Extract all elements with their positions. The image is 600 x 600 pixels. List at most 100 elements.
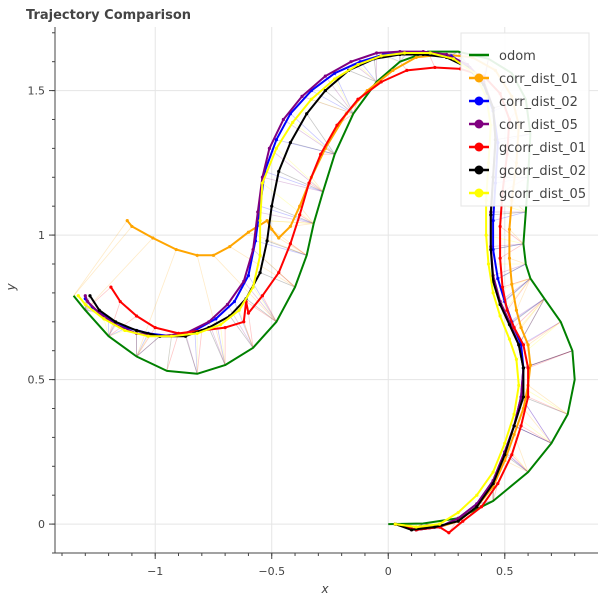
data-point [195, 331, 199, 335]
correspondence-line [311, 177, 324, 192]
correspondence-line [245, 298, 277, 323]
data-point [118, 299, 122, 304]
correspondence-line [136, 335, 161, 357]
correspondence-line [357, 64, 377, 83]
correspondence-line [220, 324, 226, 366]
data-point [491, 482, 495, 486]
data-point [521, 343, 526, 347]
correspondence-line [523, 396, 568, 415]
correspondence-line [518, 298, 545, 346]
data-point [451, 57, 456, 61]
data-point [218, 323, 223, 327]
data-point [475, 505, 479, 509]
data-point [456, 519, 460, 523]
data-point [456, 516, 460, 520]
data-point [514, 308, 519, 312]
correspondence-line [208, 327, 226, 366]
data-point [237, 308, 241, 312]
correspondence-line [499, 278, 531, 317]
correspondence-line [108, 330, 126, 337]
data-point [288, 224, 292, 229]
data-point [76, 294, 80, 298]
correspondence-line [511, 298, 545, 323]
correspondence-line [269, 148, 324, 193]
data-point [461, 519, 465, 523]
data-point [223, 325, 227, 330]
data-point [507, 256, 512, 260]
data-point [510, 282, 514, 286]
correspondence-line [136, 336, 149, 357]
data-point [260, 294, 265, 298]
correspondence-line [259, 272, 296, 288]
data-point [256, 210, 260, 214]
data-point [512, 325, 516, 330]
data-point [496, 276, 500, 281]
legend: odom corr_dist_01 corr_dist_02 corr_dist_05… [460, 32, 590, 207]
correspondence-line [504, 278, 531, 302]
data-point [300, 94, 304, 98]
correspondence-line [108, 301, 121, 337]
data-point [83, 294, 87, 298]
correspondence-line [509, 257, 526, 265]
data-point [503, 458, 507, 463]
data-point [409, 528, 414, 532]
correspondence-line [520, 425, 552, 444]
x-tick-label: −1 [147, 565, 163, 578]
correspondence-line [527, 350, 573, 369]
correspondence-line [499, 243, 524, 259]
data-point [519, 395, 523, 399]
data-point [512, 412, 516, 416]
correspondence-line [227, 304, 254, 349]
correspondence-line [271, 205, 314, 224]
data-point [281, 117, 285, 122]
data-point [242, 279, 246, 283]
correspondence-line [248, 231, 307, 256]
data-point [428, 51, 432, 55]
data-point [507, 323, 512, 327]
data-point [521, 395, 526, 399]
data-point [356, 62, 360, 67]
correspondence-line [185, 336, 198, 374]
correspondence-line [290, 223, 314, 227]
correspondence-line [359, 61, 377, 83]
data-point [265, 239, 269, 243]
correspondence-line [504, 451, 529, 473]
correspondence-line [530, 350, 573, 366]
legend-box [460, 32, 590, 207]
data-point [246, 273, 251, 278]
data-point [491, 470, 495, 474]
data-point [333, 77, 337, 81]
data-point [433, 525, 437, 529]
data-point [503, 453, 507, 457]
correspondence-line [509, 298, 545, 323]
data-point [498, 256, 502, 260]
correspondence-line [264, 171, 324, 193]
x-axis-label: x [320, 582, 329, 596]
correspondence-line [278, 171, 324, 193]
data-point [88, 294, 92, 298]
correspondence-line [278, 237, 307, 256]
data-point [246, 230, 251, 234]
data-point [356, 97, 360, 101]
data-point [291, 120, 295, 124]
chart-title: Trajectory Comparison [26, 8, 191, 23]
y-tick-label: 1 [38, 229, 45, 242]
data-point [130, 224, 134, 229]
x-tick-label: −0.5 [258, 565, 285, 578]
correspondence-line [108, 324, 116, 337]
data-point [414, 525, 418, 529]
data-point [414, 55, 418, 59]
data-point [349, 60, 353, 64]
data-point [242, 320, 246, 324]
data-point [260, 175, 265, 179]
correspondence-line [185, 333, 198, 374]
data-point [251, 247, 255, 252]
legend-marker-gcorr_dist_02 [474, 165, 484, 175]
data-point [260, 181, 265, 185]
y-tick-label: 0.5 [28, 374, 46, 387]
correspondence-line [518, 298, 545, 346]
correspondence-line [136, 335, 161, 357]
data-point [526, 343, 530, 347]
data-point [134, 328, 139, 333]
data-point [496, 482, 500, 486]
